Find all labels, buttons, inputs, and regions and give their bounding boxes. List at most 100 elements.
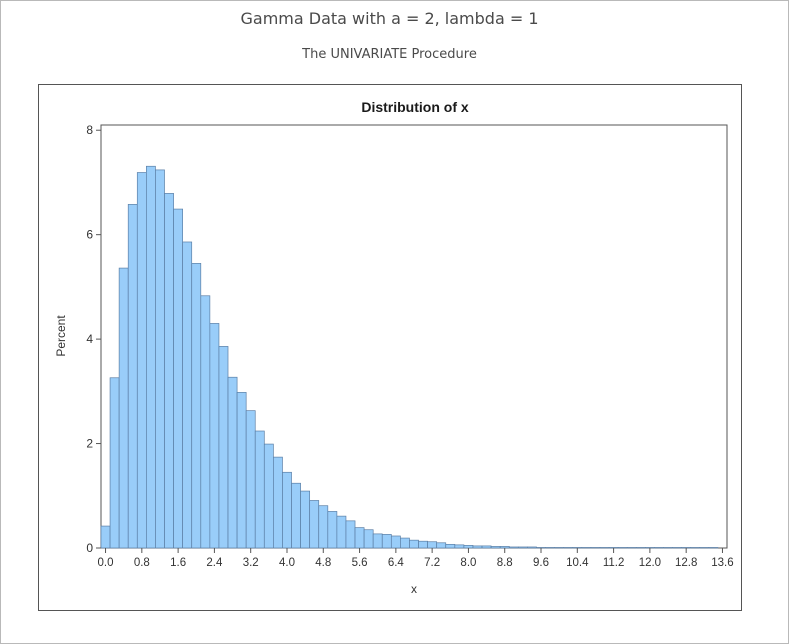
histogram-bar	[644, 547, 655, 549]
histogram-bar	[654, 547, 664, 549]
histogram-bar	[599, 547, 610, 549]
histogram-bar	[291, 482, 301, 549]
x-tick-label: 10.4	[566, 557, 589, 569]
histogram-bar	[663, 547, 673, 549]
histogram-bar	[400, 537, 410, 549]
histogram-bar	[454, 544, 465, 549]
histogram-bar	[436, 542, 447, 549]
x-tick-label: 8.8	[497, 557, 513, 569]
histogram-bar	[481, 545, 492, 549]
histogram-bar	[390, 535, 401, 549]
x-axis-label: x	[411, 582, 417, 596]
histogram-bar	[372, 533, 383, 549]
histogram-bar	[635, 547, 646, 549]
y-tick-label: 2	[86, 437, 93, 451]
histogram-bar	[127, 204, 138, 549]
histogram-bar	[218, 346, 229, 549]
page-title: Gamma Data with a = 2, lambda = 1	[240, 9, 539, 28]
histogram-bar	[563, 547, 574, 549]
x-tick-label: 1.6	[170, 557, 186, 569]
histogram-bar	[173, 208, 184, 549]
histogram-bar	[527, 546, 537, 549]
histogram-bar	[699, 547, 710, 549]
x-tick-label: 13.6	[711, 557, 733, 569]
histogram-bar	[245, 410, 256, 549]
chart-frame: Distribution of x 0 2 4 6 8 0.0 0.8 1.6 2.4 3.2 4…	[38, 84, 742, 611]
histogram-bar	[236, 392, 247, 549]
x-tick-label: 0.0	[98, 557, 114, 569]
histogram-bar	[182, 241, 193, 549]
y-tick-label: 4	[86, 332, 93, 346]
histogram-bar	[572, 547, 583, 549]
histogram-bar	[708, 547, 719, 549]
histogram-bar	[191, 263, 202, 549]
x-tick-label: 3.2	[243, 557, 259, 569]
histogram-bar	[418, 540, 428, 549]
histogram-bar	[690, 547, 701, 549]
histogram-bar	[200, 295, 211, 549]
histogram-bar	[318, 505, 329, 549]
bars-group	[100, 165, 719, 549]
histogram-bar	[309, 500, 320, 549]
x-tick-label: 6.4	[388, 557, 405, 569]
x-tick-label: 11.2	[603, 557, 625, 569]
histogram-bar	[345, 520, 356, 549]
histogram-bar	[490, 546, 501, 549]
histogram-bar	[517, 546, 528, 549]
histogram-bar	[427, 541, 438, 549]
histogram-bar	[445, 543, 456, 549]
histogram-bar	[100, 525, 111, 549]
histogram-bar	[354, 527, 365, 549]
histogram-bar	[300, 490, 311, 549]
histogram-bar	[472, 545, 483, 549]
histogram-bar	[508, 546, 519, 549]
histogram-bar	[608, 547, 619, 549]
histogram-bar	[146, 165, 156, 549]
histogram-bar	[118, 267, 129, 549]
histogram-bar	[626, 547, 637, 549]
x-tick-label: 0.8	[134, 557, 150, 569]
histogram-bar	[581, 547, 592, 549]
histogram-bar	[164, 193, 174, 549]
histogram-bar	[499, 546, 510, 549]
histogram-bar	[681, 547, 692, 549]
x-tick-label: 4.8	[315, 557, 331, 569]
x-tick-label: 4.0	[279, 557, 295, 569]
page-subtitle: The UNIVARIATE Procedure	[302, 47, 477, 62]
histogram-bar	[336, 515, 347, 549]
histogram-bar	[554, 547, 565, 549]
x-tick-label: 8.0	[460, 557, 476, 569]
histogram-bar	[672, 547, 682, 549]
x-tick-label: 12.8	[675, 557, 697, 569]
y-tick-label: 0	[86, 541, 93, 555]
histogram-bar	[536, 547, 546, 549]
histogram-bar	[463, 545, 474, 549]
histogram-bar	[136, 172, 147, 549]
y-tick-label: 8	[86, 123, 93, 137]
histogram-bar	[282, 471, 292, 549]
x-tick-label: 7.2	[424, 557, 440, 569]
x-tick-label: 9.6	[533, 557, 549, 569]
histogram-bar	[263, 443, 274, 549]
histogram-bar	[227, 376, 238, 549]
histogram-bar	[109, 377, 120, 549]
histogram-bar	[254, 430, 265, 549]
y-axis: 0 2 4 6 8	[86, 123, 101, 555]
histogram-bar	[409, 539, 419, 549]
histogram-bar	[545, 547, 555, 549]
x-tick-label: 12.0	[639, 557, 661, 569]
histogram-bar	[363, 529, 374, 549]
histogram-bar	[209, 323, 220, 549]
x-axis: 0.0 0.8 1.6 2.4 3.2 4.0 4.8 5.6 6.4 7.2 8.0 8.8 9.6 1…	[98, 548, 734, 569]
histogram-bar	[617, 547, 628, 549]
chart-title: Distribution of x	[361, 99, 469, 115]
histogram-bar	[273, 456, 283, 549]
y-tick-label: 6	[86, 228, 93, 242]
histogram-bar	[327, 511, 338, 549]
y-axis-label: Percent	[54, 315, 68, 357]
x-tick-label: 5.6	[352, 557, 368, 569]
x-tick-label: 2.4	[206, 557, 223, 569]
histogram-bar	[381, 534, 392, 549]
histogram-bar	[590, 547, 601, 549]
histogram-bar	[155, 169, 165, 549]
